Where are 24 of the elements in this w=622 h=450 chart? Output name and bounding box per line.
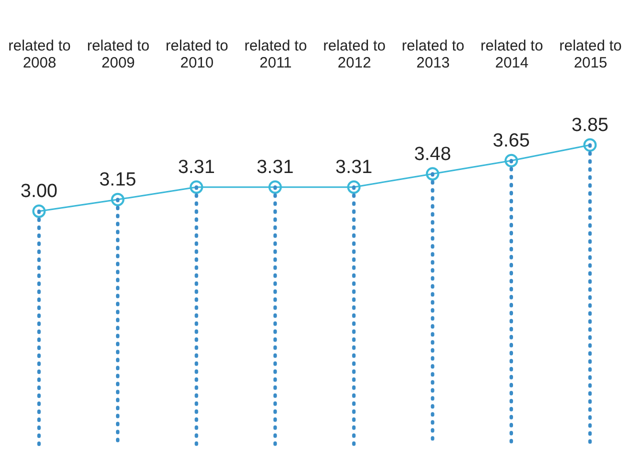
data-label: 3.00 xyxy=(20,181,58,202)
point xyxy=(190,180,204,194)
data-label: 3.15 xyxy=(99,170,136,191)
x-tick-label: related to 2013 xyxy=(402,38,464,72)
point xyxy=(583,138,597,152)
point xyxy=(111,192,124,206)
data-label: 3.31 xyxy=(256,157,294,178)
data-label: 3.31 xyxy=(335,157,372,178)
point xyxy=(32,204,46,218)
x-tick-label: related to 2008 xyxy=(8,38,71,72)
point xyxy=(426,167,440,181)
x-tick-label: related to 2012 xyxy=(323,38,386,72)
x-tick-label: related to 2015 xyxy=(559,38,622,72)
x-tick-label: related to 2014 xyxy=(480,38,544,72)
data-label: 3.85 xyxy=(572,115,608,136)
data-label: 3.65 xyxy=(492,130,530,152)
data-label: 3.31 xyxy=(178,157,215,178)
x-tick-label: related to 2011 xyxy=(244,38,307,72)
point xyxy=(268,180,282,194)
point xyxy=(504,154,518,168)
point xyxy=(347,180,361,194)
x-tick-label: related to 2010 xyxy=(166,38,228,72)
x-tick-label: related to 2009 xyxy=(86,38,150,72)
data-label: 3.48 xyxy=(414,144,452,165)
